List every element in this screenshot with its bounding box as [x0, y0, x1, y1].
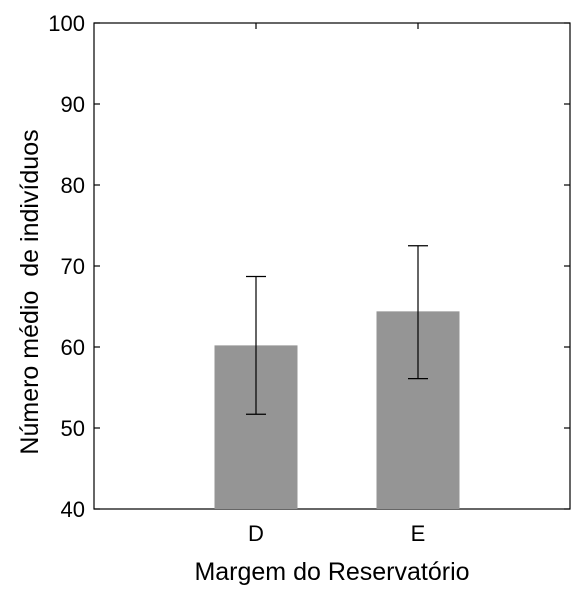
- x-tick-label-E: E: [411, 521, 426, 546]
- x-tick-label-D: D: [248, 521, 264, 546]
- error-bars-group: [246, 245, 428, 415]
- y-tick-label: 100: [48, 11, 85, 36]
- y-axis-label: Número médio de indivíduos: [16, 129, 44, 454]
- y-tick-label: 60: [61, 335, 85, 360]
- y-tick-label: 50: [61, 416, 85, 441]
- y-axis-ticks: 40 50 60 70 80 90 100: [48, 11, 570, 522]
- y-tick-label: 90: [61, 92, 85, 117]
- x-axis-label: Margem do Reservatório: [194, 558, 469, 585]
- y-tick-label: 70: [61, 254, 85, 279]
- y-tick-label: 40: [61, 497, 85, 522]
- y-tick-label: 80: [61, 173, 85, 198]
- bars-group: [214, 311, 460, 509]
- plot-frame: [93, 22, 571, 510]
